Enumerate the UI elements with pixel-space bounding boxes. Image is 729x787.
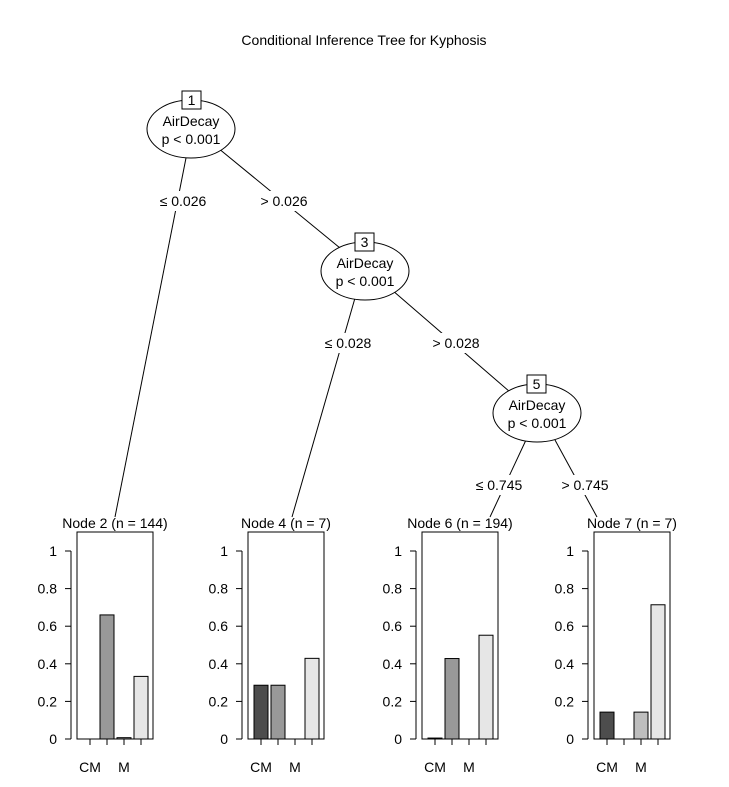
y-tick-label: 0.8: [383, 581, 403, 597]
y-tick-label: 0.8: [555, 581, 575, 597]
y-tick-label: 0.6: [383, 618, 403, 634]
edge-label-bg: [317, 333, 379, 353]
bar: [444, 658, 460, 740]
inner-node-5: 5 AirDecay p < 0.001: [492, 374, 582, 443]
node-id-box: [354, 232, 375, 252]
bar: [133, 675, 149, 740]
node-id-box: [526, 374, 547, 394]
y-tick-label: 0.8: [209, 581, 229, 597]
y-tick-label: 0: [566, 731, 574, 747]
edge-label-bg: [555, 475, 615, 495]
node-id: 1: [188, 92, 196, 108]
edge-label-3-4: ≤ 0.028: [325, 335, 372, 351]
node-variable: AirDecay: [163, 113, 220, 129]
node-label: Node 2 (n = 144): [62, 515, 167, 531]
panel-frame: [593, 531, 671, 740]
bar: [116, 737, 132, 740]
bar: [427, 737, 443, 740]
inner-node-1: 1 AirDecay p < 0.001: [146, 90, 236, 159]
node-id: 3: [361, 234, 369, 250]
bar: [478, 634, 494, 740]
y-tick-label: 1: [566, 543, 574, 559]
y-tick-label: 0.2: [555, 693, 575, 709]
edge-labels: ≤ 0.026 > 0.026 ≤ 0.028 > 0.028 ≤ 0.745 …: [152, 191, 615, 495]
y-tick-label: 0: [49, 731, 57, 747]
y-tick-label: 0.4: [555, 656, 575, 672]
x-tick-label: M: [289, 759, 301, 775]
y-tick-label: 1: [394, 543, 402, 559]
y-tick-label: 0.6: [38, 618, 58, 634]
terminal-node-panel: Node 7 (n = 7) 0 0.2 0.4 0.6 0.8 1 CM M: [555, 515, 677, 775]
x-tick-label: M: [118, 759, 130, 775]
terminal-node-panel: Node 2 (n = 144) 0 0.2 0.4 0.6 0.8 1 CM M: [38, 515, 168, 775]
node-label: Node 6 (n = 194): [407, 515, 512, 531]
node-label: Node 4 (n = 7): [241, 515, 331, 531]
edge-label-bg: [426, 333, 486, 353]
edge-label-3-5: > 0.028: [432, 335, 479, 351]
panel-frame: [247, 531, 325, 740]
terminal-node-panel: Node 4 (n = 7) 0 0.2 0.4 0.6 0.8 1 CM M: [209, 515, 331, 775]
bar: [650, 604, 666, 740]
node-pvalue: p < 0.001: [336, 273, 395, 289]
y-tick-label: 1: [49, 543, 57, 559]
x-tick-label: M: [463, 759, 475, 775]
node-pvalue: p < 0.001: [162, 131, 221, 147]
y-tick-label: 0.4: [383, 656, 403, 672]
edge-3-4: [291, 297, 356, 518]
edge-label-bg: [468, 475, 530, 495]
y-tick-label: 0.8: [38, 581, 58, 597]
y-tick-label: 0.6: [555, 618, 575, 634]
panel-frame: [76, 531, 154, 740]
node-id: 5: [533, 376, 541, 392]
edge-label-bg: [152, 191, 214, 211]
node-pvalue: p < 0.001: [508, 415, 567, 431]
edge-label-5-6: ≤ 0.745: [476, 477, 523, 493]
edge-label-1-2: ≤ 0.026: [160, 193, 207, 209]
y-tick-label: 0.2: [38, 693, 58, 709]
bar: [304, 657, 320, 740]
y-tick-label: 1: [220, 543, 228, 559]
inner-node-3: 3 AirDecay p < 0.001: [320, 232, 410, 301]
y-tick-label: 0.6: [209, 618, 229, 634]
y-tick-label: 0.2: [209, 693, 229, 709]
node-variable: AirDecay: [509, 397, 566, 413]
bar: [633, 711, 649, 740]
bar: [599, 711, 615, 740]
terminal-node-panel: Node 6 (n = 194) 0 0.2 0.4 0.6 0.8 1 CM M: [383, 515, 513, 775]
x-tick-label: CM: [250, 759, 272, 775]
node-id-box: [181, 90, 202, 110]
bar: [253, 684, 269, 740]
chart-title: Conditional Inference Tree for Kyphosis: [241, 32, 486, 48]
x-tick-label: CM: [79, 759, 101, 775]
x-tick-label: CM: [424, 759, 446, 775]
y-tick-label: 0: [220, 731, 228, 747]
edge-label-bg: [254, 191, 314, 211]
y-tick-label: 0.4: [38, 656, 58, 672]
y-tick-label: 0: [394, 731, 402, 747]
y-tick-label: 0.2: [383, 693, 403, 709]
bar: [99, 614, 115, 740]
y-tick-label: 0.4: [209, 656, 229, 672]
edge-label-1-3: > 0.026: [260, 193, 307, 209]
bar: [270, 684, 286, 740]
node-label: Node 7 (n = 7): [587, 515, 677, 531]
x-tick-label: M: [635, 759, 647, 775]
edge-label-5-7: > 0.745: [561, 477, 608, 493]
node-variable: AirDecay: [337, 255, 394, 271]
x-tick-label: CM: [596, 759, 618, 775]
edge-1-2: [114, 157, 187, 518]
panel-frame: [421, 531, 499, 740]
